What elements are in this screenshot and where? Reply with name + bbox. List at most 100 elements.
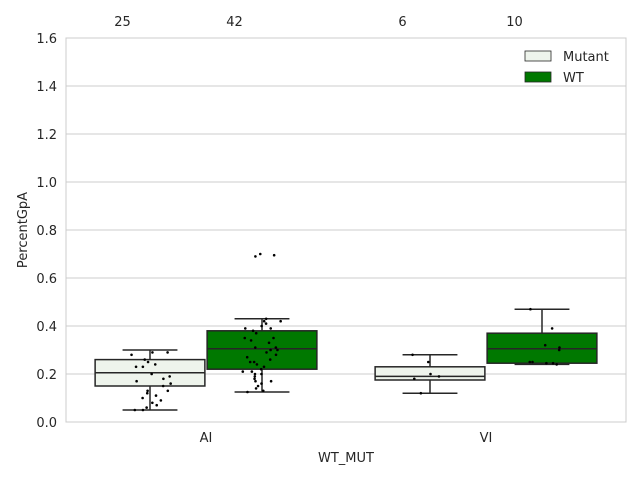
data-point <box>134 365 138 369</box>
data-point <box>253 346 257 349</box>
data-point <box>145 406 148 409</box>
y-tick-label: 1.0 <box>36 176 57 191</box>
count-label: 42 <box>226 15 243 30</box>
data-point <box>274 346 278 349</box>
data-point <box>260 372 263 376</box>
data-point <box>161 384 165 388</box>
data-point <box>272 253 276 257</box>
data-point <box>256 384 260 388</box>
data-point <box>429 372 432 376</box>
data-point <box>141 408 145 412</box>
data-point <box>253 372 257 376</box>
data-point <box>252 360 256 364</box>
data-point <box>269 348 272 352</box>
count-label: 6 <box>398 15 406 30</box>
data-point <box>254 255 257 258</box>
y-tick-label: 1.4 <box>36 80 57 95</box>
data-point <box>150 372 153 376</box>
data-point <box>241 370 245 373</box>
data-point <box>155 403 159 407</box>
data-point <box>261 389 265 393</box>
data-point <box>260 382 263 385</box>
data-point <box>250 370 254 373</box>
data-point <box>412 377 416 381</box>
data-point <box>264 322 268 325</box>
count-label: 25 <box>114 15 131 30</box>
data-point <box>265 351 268 354</box>
data-point <box>557 348 561 352</box>
data-point <box>528 360 532 364</box>
y-tick-label: 1.2 <box>36 128 57 143</box>
data-point <box>135 379 138 383</box>
data-point <box>426 360 430 364</box>
x-tick-label: VI <box>480 431 493 446</box>
data-point <box>141 365 145 369</box>
data-point <box>249 339 253 342</box>
x-tick-label: AI <box>200 431 213 446</box>
data-point <box>258 252 262 256</box>
data-point <box>248 360 252 364</box>
legend-label-mutant: Mutant <box>563 50 609 65</box>
legend-swatch-wt <box>524 71 552 83</box>
data-point <box>259 367 263 371</box>
legend-swatch-mutant <box>524 50 552 62</box>
data-point <box>166 351 169 354</box>
y-tick-label: 0.8 <box>36 224 57 239</box>
data-point <box>262 319 266 323</box>
y-axis-label: PercentGpA <box>16 192 31 268</box>
data-point <box>267 341 271 345</box>
data-point <box>151 401 154 405</box>
data-point <box>529 307 532 311</box>
data-point <box>268 358 272 361</box>
count-labels: 25 6 42 10 <box>114 15 523 30</box>
x-tick-labels: AI VI <box>200 431 493 446</box>
y-tick-label: 0.2 <box>36 368 57 383</box>
y-tick-label: 0.4 <box>36 320 57 335</box>
data-point <box>151 351 154 354</box>
data-point <box>243 327 247 330</box>
legend: Mutant WT <box>524 50 609 86</box>
data-point <box>255 363 259 366</box>
data-point <box>254 387 258 390</box>
data-point <box>437 375 441 378</box>
count-label: 10 <box>506 15 523 30</box>
data-point <box>166 389 170 393</box>
data-point <box>551 361 555 365</box>
box-wt-ai <box>206 330 318 370</box>
data-point <box>531 360 534 364</box>
y-tick-label: 1.6 <box>36 32 57 47</box>
data-point <box>411 353 414 357</box>
data-point <box>419 391 423 395</box>
data-point <box>543 343 547 347</box>
data-point <box>159 399 163 402</box>
data-point <box>169 382 172 385</box>
data-point <box>145 391 149 395</box>
data-point <box>168 375 171 378</box>
data-point <box>254 379 257 383</box>
data-point <box>254 331 258 335</box>
x-axis-label: WT_MUT <box>318 451 374 466</box>
data-point <box>251 329 255 333</box>
data-point <box>260 324 263 328</box>
data-point <box>264 317 268 321</box>
data-point <box>146 360 150 364</box>
y-tick-label: 0.6 <box>36 272 57 287</box>
data-point <box>141 396 144 400</box>
y-tick-label: 0.0 <box>36 416 57 431</box>
data-point <box>269 327 273 330</box>
data-point <box>253 375 257 378</box>
strip-points <box>130 252 561 412</box>
data-point <box>272 336 275 340</box>
data-point <box>162 377 165 381</box>
data-point <box>262 365 266 369</box>
data-point <box>279 319 282 323</box>
data-point <box>545 361 548 365</box>
data-point <box>143 358 147 361</box>
data-point <box>245 355 249 359</box>
data-point <box>269 379 273 383</box>
data-point <box>253 377 256 381</box>
data-point <box>550 327 554 330</box>
data-point <box>243 336 247 340</box>
data-point <box>153 363 157 366</box>
